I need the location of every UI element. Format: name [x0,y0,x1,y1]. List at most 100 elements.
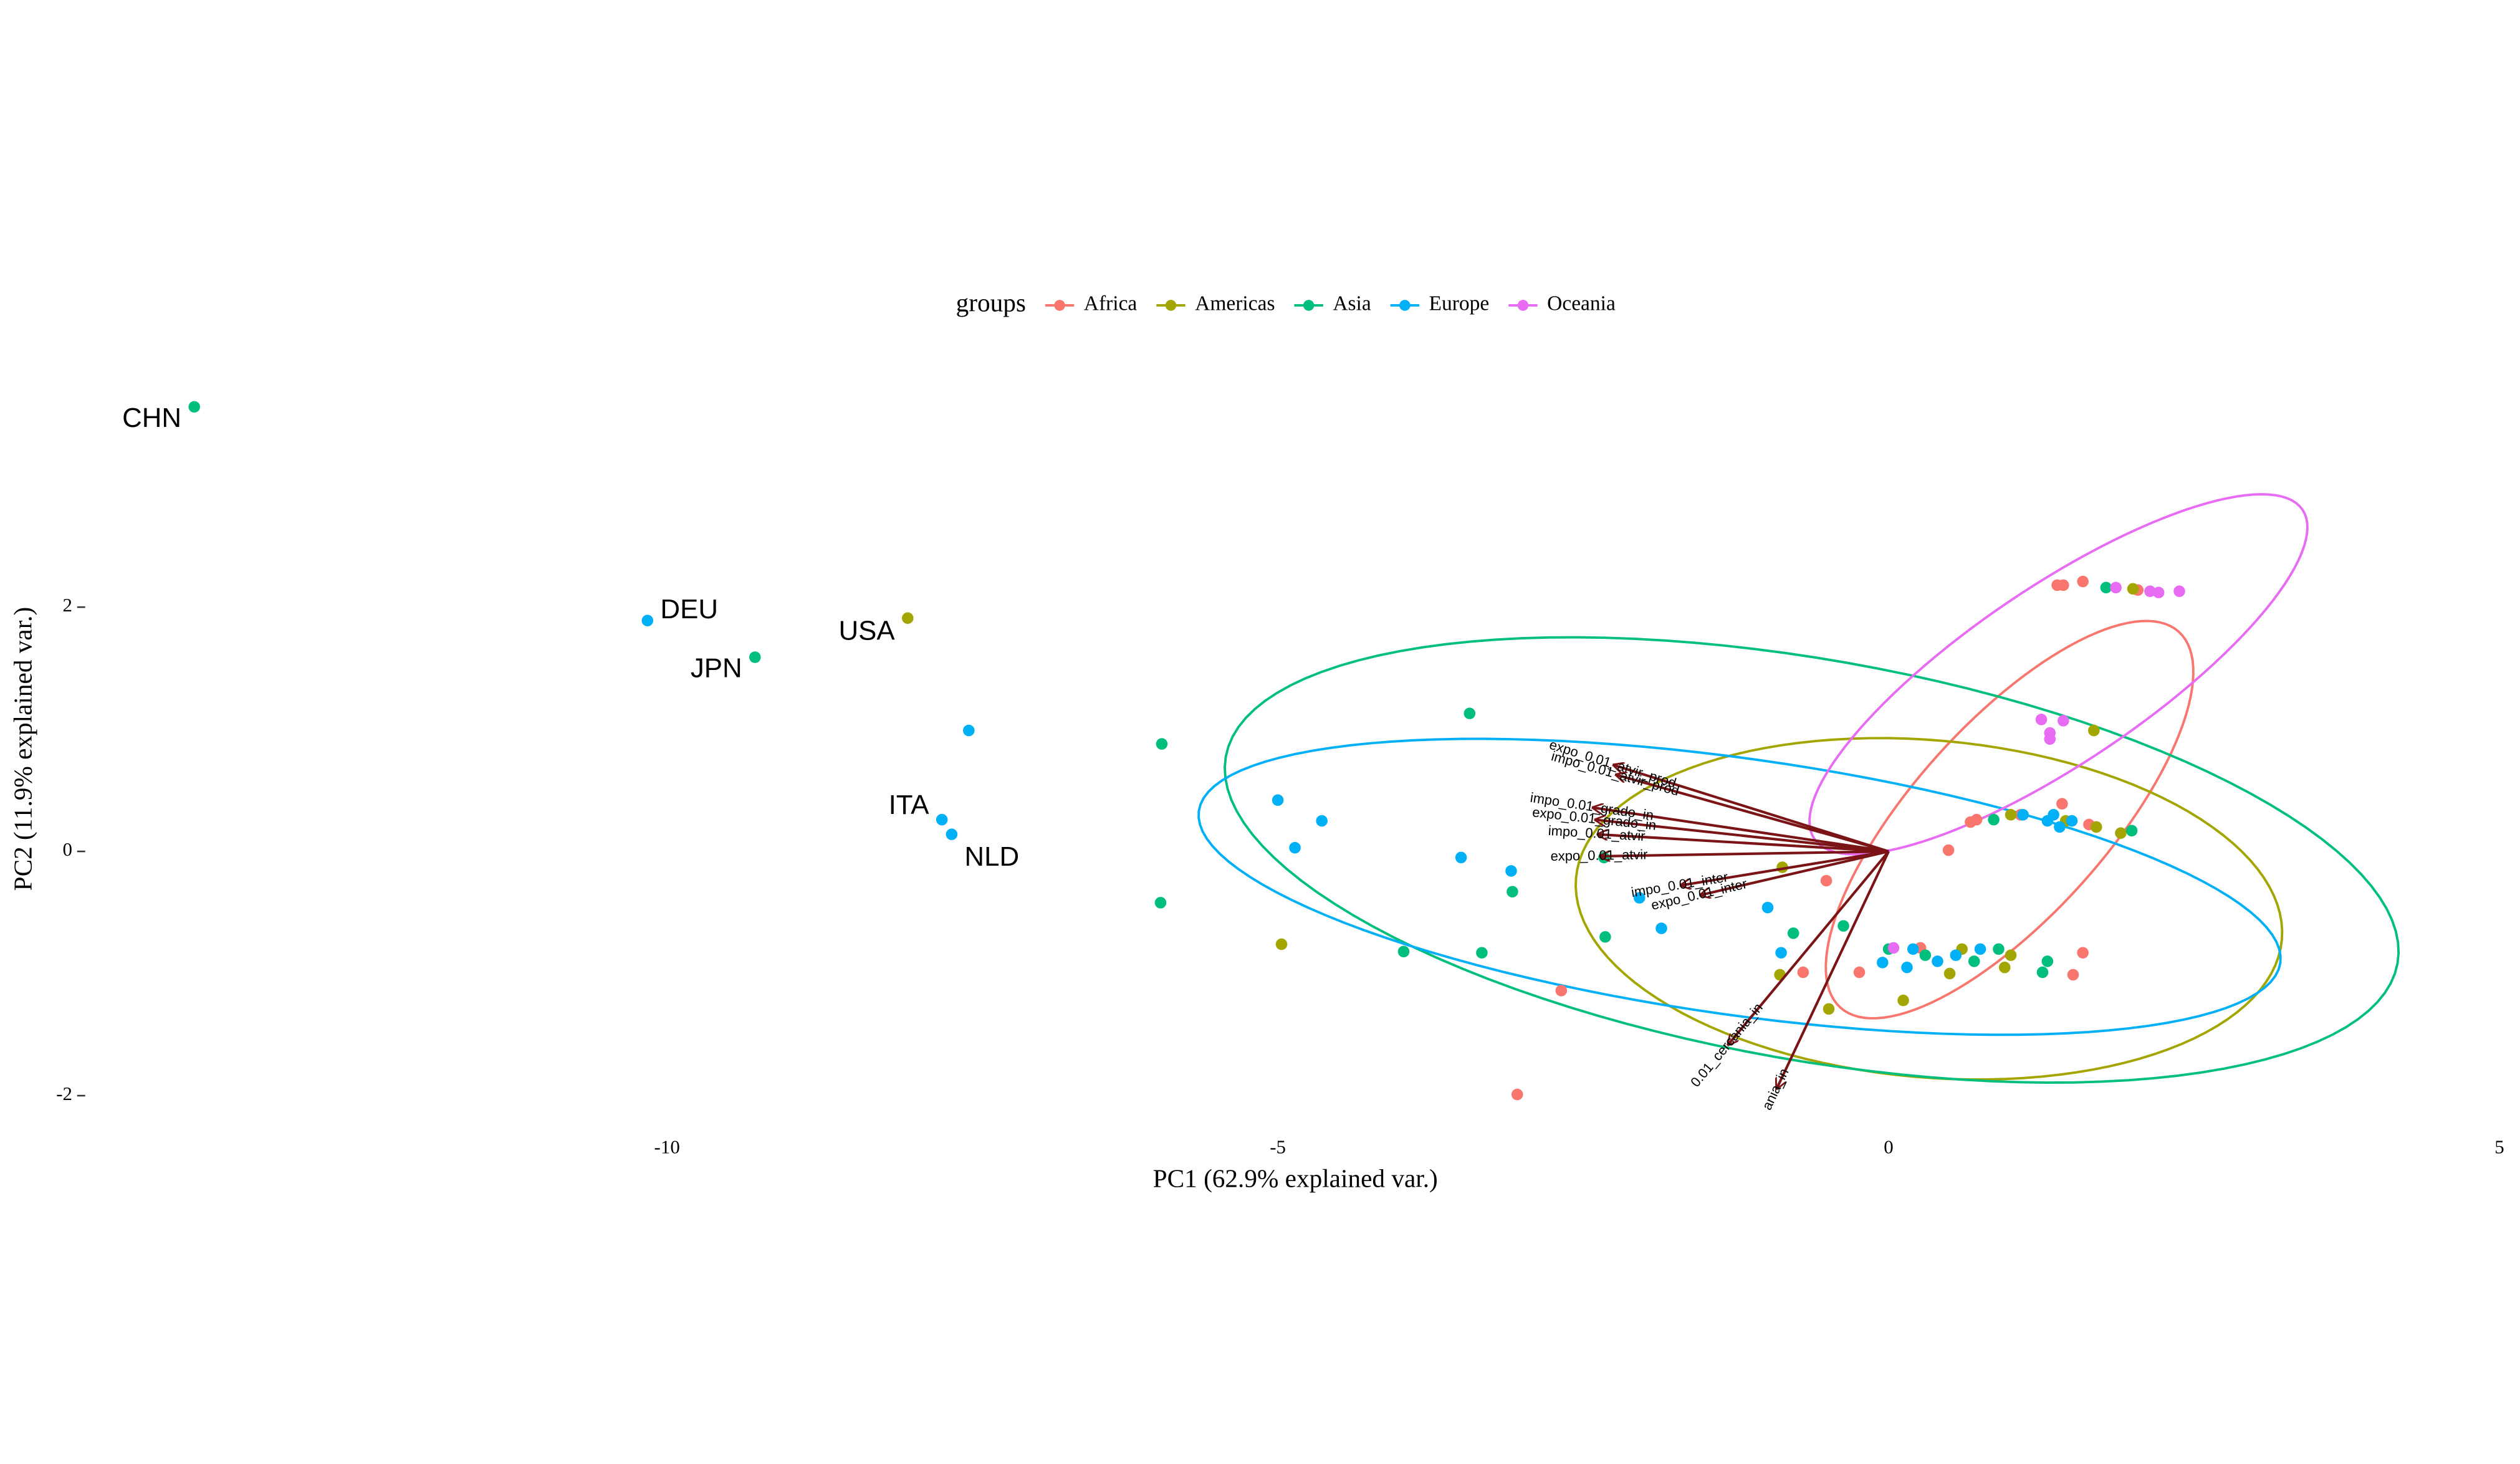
data-point [1476,947,1488,959]
loading-arrow [1599,850,1889,856]
loading-arrow [1594,820,1889,853]
legend-key-dot [1399,300,1411,311]
data-point [1942,844,1955,856]
data-point [2173,585,2185,597]
y-tick-label: 2 [63,594,72,616]
x-tick-label: 0 [1884,1136,1893,1158]
group-ellipse [1574,737,2284,1081]
group-ellipse [1824,620,2195,1020]
axes: -10 -5 0 5 -2 0 2 [56,594,2504,1157]
data-point [1970,813,1983,826]
legend-title: groups [956,288,1026,317]
data-point [1761,901,1774,914]
loading-arrow [1612,765,1889,853]
data-point [1988,813,2000,826]
data-point [1555,985,1568,997]
data-point [2110,581,2122,594]
legend-item: Africa [1045,292,1138,315]
loading-arrow [1615,775,1889,853]
data-point [1316,815,1328,827]
y-tick-label: 0 [63,838,72,860]
data-point [2005,809,2017,821]
loading-arrow [1727,850,1890,1046]
data-point [2077,575,2089,588]
data-point [1919,949,1932,961]
data-point [2100,581,2112,594]
data-point [2090,821,2102,833]
legend-item: Asia [1294,292,1371,315]
legend-key-dot [1303,300,1315,311]
y-axis-title: PC2 (11.9% explained var.) [9,607,38,891]
legend: groups Africa Americas Asia Europe Oceania [956,288,1616,317]
data-point [2051,579,2063,591]
point-label: JPN [691,653,742,684]
data-point [749,651,761,663]
loading-arrow [1699,850,1889,896]
data-point [936,813,948,826]
x-tick-label: -10 [654,1136,680,1158]
x-tick-label: -5 [1270,1136,1286,1158]
loading-arrow [1592,808,1889,853]
legend-item: Europe [1390,292,1490,315]
data-point [1968,955,1980,967]
data-point [2066,815,2078,827]
data-point [1901,961,1913,974]
data-point [2044,733,2056,745]
data-point [962,724,975,737]
data-point [2077,947,2089,959]
data-point [1507,886,1518,898]
data-point [901,612,914,624]
data-point [2067,969,2079,981]
point-label: NLD [964,841,1019,872]
data-point [641,615,654,626]
group-ellipse [1808,493,2309,856]
data-point [1289,841,1301,854]
point-label: ITA [889,790,930,820]
legend-label: Africa [1084,292,1138,315]
legend-label: Europe [1429,292,1490,315]
data-point [1932,955,1943,967]
loading-arrow [1776,851,1890,1089]
data-point [1887,942,1900,954]
data-point [2041,955,2054,967]
data-point [2017,809,2029,821]
data-point [1505,865,1517,877]
legend-label: Oceania [1547,292,1616,315]
data-point [1464,707,1476,719]
legend-key-dot [1054,300,1065,311]
legend-label: Americas [1195,292,1275,315]
data-point [2036,966,2049,978]
point-label: USA [839,616,896,646]
data-point [1820,874,1833,887]
loading-label: expo_0.01_atvir [1550,846,1647,864]
data-point [2088,724,2100,737]
data-point [1950,949,1962,961]
data-point [1897,994,1909,1007]
data-point [1397,945,1410,958]
point-label: CHN [122,403,181,433]
data-point [1275,938,1288,950]
data-point [2125,825,2138,837]
x-axis-title: PC1 (62.9% explained var.) [1153,1164,1438,1194]
data-point [1853,966,1866,978]
data-point [1156,738,1168,750]
data-point [1655,922,1667,934]
legend-key-dot [1165,300,1177,311]
data-point [1907,943,1919,955]
data-point [1787,927,1799,939]
data-point [1998,961,2011,974]
data-point [1455,851,1467,864]
data-point [1775,947,1787,959]
legend-item: Oceania [1508,292,1616,315]
data-point [2144,585,2156,597]
data-point [2048,809,2059,821]
data-point [1272,794,1284,806]
data-point [2054,821,2066,833]
data-point [2056,798,2068,810]
data-point [1823,1003,1835,1015]
loading-arrow [1680,850,1889,886]
data-point [2152,586,2165,598]
data-point [1633,892,1646,904]
data-point [2115,827,2127,839]
